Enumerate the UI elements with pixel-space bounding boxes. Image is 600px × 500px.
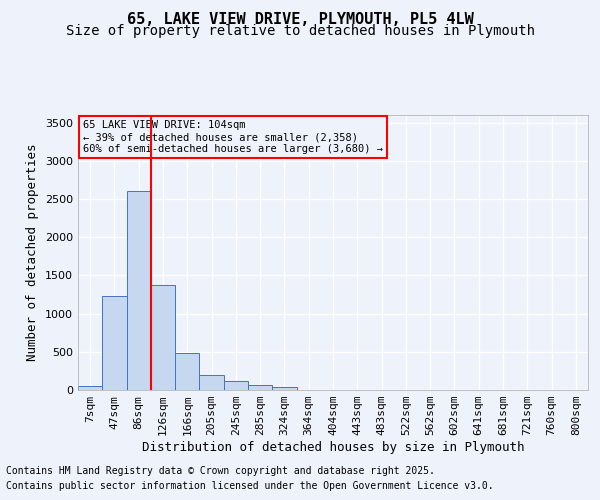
Text: Size of property relative to detached houses in Plymouth: Size of property relative to detached ho… [65, 24, 535, 38]
Text: 65, LAKE VIEW DRIVE, PLYMOUTH, PL5 4LW: 65, LAKE VIEW DRIVE, PLYMOUTH, PL5 4LW [127, 12, 473, 28]
Bar [248, 385, 272, 390]
Bar [102, 296, 127, 390]
Bar [224, 381, 248, 390]
Bar [151, 286, 175, 390]
Bar [127, 192, 151, 390]
Bar [175, 354, 199, 390]
Y-axis label: Number of detached properties: Number of detached properties [26, 144, 40, 361]
Text: Contains public sector information licensed under the Open Government Licence v3: Contains public sector information licen… [6, 481, 494, 491]
Bar [272, 388, 296, 390]
Text: 65 LAKE VIEW DRIVE: 104sqm
← 39% of detached houses are smaller (2,358)
60% of s: 65 LAKE VIEW DRIVE: 104sqm ← 39% of deta… [83, 120, 383, 154]
Text: Contains HM Land Registry data © Crown copyright and database right 2025.: Contains HM Land Registry data © Crown c… [6, 466, 435, 476]
Bar [199, 374, 224, 390]
Bar [78, 386, 102, 390]
X-axis label: Distribution of detached houses by size in Plymouth: Distribution of detached houses by size … [142, 441, 524, 454]
